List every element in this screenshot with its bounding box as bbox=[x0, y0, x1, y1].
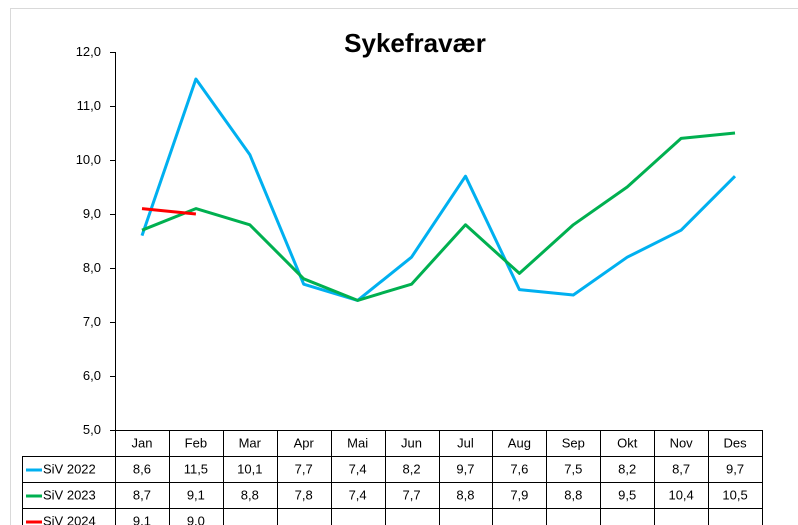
y-tick-label: 6,0 bbox=[83, 368, 101, 383]
legend-label: SiV 2023 bbox=[43, 487, 96, 502]
table-value: 7,7 bbox=[403, 487, 421, 502]
table-value: 9,7 bbox=[726, 461, 744, 476]
table-value: 7,8 bbox=[295, 487, 313, 502]
x-tick-label: Mai bbox=[347, 435, 368, 450]
table-value: 10,5 bbox=[722, 487, 747, 502]
x-tick-label: Mar bbox=[239, 435, 262, 450]
y-tick-label: 10,0 bbox=[76, 152, 101, 167]
table-value: 9,5 bbox=[618, 487, 636, 502]
table-value: 10,4 bbox=[668, 487, 693, 502]
table-value: 7,4 bbox=[349, 461, 367, 476]
y-tick-label: 8,0 bbox=[83, 260, 101, 275]
y-tick-label: 12,0 bbox=[76, 44, 101, 59]
x-tick-label: Jan bbox=[131, 435, 152, 450]
table-value: 7,5 bbox=[564, 461, 582, 476]
table-value: 7,7 bbox=[295, 461, 313, 476]
x-tick-label: Feb bbox=[185, 435, 207, 450]
table-value: 8,2 bbox=[618, 461, 636, 476]
table-value: 8,2 bbox=[403, 461, 421, 476]
x-tick-label: Apr bbox=[294, 435, 315, 450]
table-value: 8,8 bbox=[564, 487, 582, 502]
y-tick-label: 9,0 bbox=[83, 206, 101, 221]
chart-title: Sykefravær bbox=[344, 28, 486, 58]
x-tick-label: Okt bbox=[617, 435, 638, 450]
table-value: 8,6 bbox=[133, 461, 151, 476]
table-value: 10,1 bbox=[237, 461, 262, 476]
table-value: 8,7 bbox=[133, 487, 151, 502]
table-value: 9,1 bbox=[133, 513, 151, 525]
x-tick-label: Des bbox=[723, 435, 747, 450]
x-tick-label: Aug bbox=[508, 435, 531, 450]
table-value: 9,7 bbox=[456, 461, 474, 476]
chart-frame bbox=[10, 8, 798, 525]
x-tick-label: Sep bbox=[562, 435, 585, 450]
series-line bbox=[140, 77, 737, 302]
x-tick-label: Jun bbox=[401, 435, 422, 450]
table-value: 9,0 bbox=[187, 513, 205, 525]
table-value: 9,1 bbox=[187, 487, 205, 502]
y-tick-label: 11,0 bbox=[77, 98, 101, 113]
legend-label: SiV 2022 bbox=[43, 461, 96, 476]
table-value: 11,5 bbox=[184, 461, 208, 476]
table-value: 7,6 bbox=[510, 461, 528, 476]
legend-label: SiV 2024 bbox=[43, 513, 96, 525]
table-value: 8,8 bbox=[456, 487, 474, 502]
table-value: 8,7 bbox=[672, 461, 690, 476]
table-value: 7,4 bbox=[349, 487, 367, 502]
x-tick-label: Jul bbox=[457, 435, 474, 450]
series-line bbox=[141, 131, 736, 302]
table-value: 7,9 bbox=[510, 487, 528, 502]
table-value: 8,8 bbox=[241, 487, 259, 502]
series-line bbox=[141, 207, 197, 216]
y-tick-label: 7,0 bbox=[83, 314, 101, 329]
y-tick-label: 5,0 bbox=[83, 422, 101, 437]
x-tick-label: Nov bbox=[670, 435, 694, 450]
